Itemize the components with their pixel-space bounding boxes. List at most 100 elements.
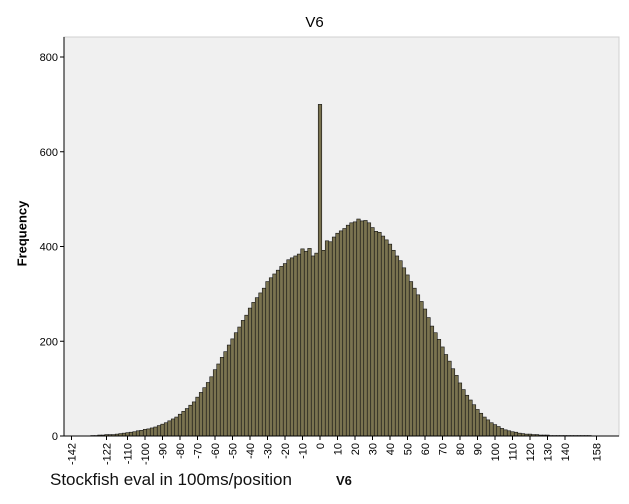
histogram-bar <box>149 427 155 437</box>
x-tick-label: 60 <box>420 443 432 455</box>
histogram-bar <box>464 394 470 437</box>
histogram-bar <box>240 320 246 437</box>
histogram-bar <box>485 419 491 437</box>
histogram-bar <box>230 338 235 437</box>
histogram-bar <box>265 281 270 437</box>
histogram-bar <box>328 241 333 437</box>
histogram-bar <box>303 250 309 437</box>
x-tick-label: 158 <box>592 443 604 461</box>
histogram-bar <box>191 401 197 437</box>
histogram-bar <box>132 431 137 437</box>
y-axis: 0 200 400 600 800 <box>40 37 65 443</box>
histogram-bar <box>454 375 459 437</box>
histogram-bar <box>219 357 225 437</box>
y-axis-label: Frequency <box>14 200 30 267</box>
x-tick-label: 120 <box>525 443 537 461</box>
histogram-bar <box>513 431 519 437</box>
histogram-bar <box>373 231 379 437</box>
histogram-bar <box>363 220 368 437</box>
histogram-bar <box>184 408 190 437</box>
histogram-bar <box>160 423 165 437</box>
histogram-bar <box>359 220 365 437</box>
histogram-bar <box>153 426 158 437</box>
x-tick-label: 80 <box>455 443 467 455</box>
histogram-bar <box>461 389 466 437</box>
histogram-bar <box>237 326 242 437</box>
histogram-bar <box>349 222 354 437</box>
histogram-bar <box>342 228 347 437</box>
x-tick-label: -90 <box>158 443 170 459</box>
histogram-bar <box>506 430 512 437</box>
histogram-bar <box>335 232 340 437</box>
histogram-bar <box>142 429 148 437</box>
histogram-bar <box>170 418 176 437</box>
histogram-bar <box>387 243 393 437</box>
histogram-bar <box>338 230 344 437</box>
x-tick-label: -122 <box>102 443 114 465</box>
histogram-bar <box>181 411 186 437</box>
histogram-bar <box>314 252 319 437</box>
histogram-bar <box>394 255 400 437</box>
histogram-bar <box>279 266 284 437</box>
histogram-bar <box>195 396 200 437</box>
histogram-bar <box>307 248 312 437</box>
x-tick-label: -110 <box>123 443 135 464</box>
histogram-bar <box>163 422 169 437</box>
histogram-bar <box>139 430 144 437</box>
histogram-bar <box>233 332 239 437</box>
histogram-bar <box>205 382 211 437</box>
histogram-bar <box>489 422 494 437</box>
histogram-bar <box>450 368 456 437</box>
x-tick-label: 130 <box>543 443 555 461</box>
histogram-bar <box>251 302 256 437</box>
histogram-bar <box>167 420 172 437</box>
histogram-bar <box>380 235 386 437</box>
histogram-bar <box>510 431 515 437</box>
chart-title: V6 <box>305 14 324 31</box>
y-tick-label: 600 <box>40 147 58 159</box>
histogram-bar <box>503 429 508 437</box>
histogram-bar <box>128 431 134 437</box>
histogram-bar <box>482 416 487 437</box>
histogram-bar <box>247 307 253 437</box>
histogram-bar <box>384 239 389 437</box>
x-tick-label: 90 <box>473 443 485 455</box>
histogram-bar <box>282 263 288 437</box>
histogram-bar <box>177 413 183 437</box>
histogram-bar <box>478 412 484 437</box>
histogram-bar <box>436 339 442 437</box>
histogram-bar <box>405 274 410 437</box>
histogram-bar <box>471 404 477 437</box>
histogram-bar <box>331 236 337 437</box>
histogram-bar <box>475 409 480 437</box>
x-tick-label: 40 <box>385 443 397 455</box>
histogram-bar <box>366 222 372 437</box>
histogram-bar <box>268 277 274 437</box>
histogram-bar <box>401 267 407 437</box>
histogram-bar <box>135 430 141 437</box>
histogram-bar <box>398 260 403 437</box>
x-tick-label: 30 <box>368 443 380 455</box>
histogram-bar <box>443 354 449 437</box>
histogram-bar <box>310 255 316 437</box>
histogram-bar <box>188 404 193 437</box>
histogram-bar <box>261 287 267 437</box>
x-tick-label: -142 <box>67 443 79 465</box>
x-tick-label: -100 <box>140 443 152 465</box>
histogram-bar <box>433 332 438 437</box>
y-tick-label: 400 <box>40 242 58 254</box>
histogram-bar <box>156 425 162 437</box>
histogram-bar <box>426 317 431 437</box>
x-tick-label: -50 <box>228 443 240 459</box>
x-tick-label: 110 <box>508 443 520 461</box>
x-tick-label: -80 <box>175 443 187 459</box>
x-axis: -142 -122 -110 -100 -90 -80 -70 -60 -50 -40 -30 -20… <box>64 435 619 465</box>
histogram-bar <box>300 248 305 437</box>
histogram-bar <box>447 360 452 437</box>
histogram-bar <box>293 255 298 437</box>
histogram-bar <box>352 221 358 437</box>
histogram-bar <box>286 259 291 437</box>
histogram-bar <box>496 426 501 437</box>
histogram-bar <box>499 428 505 437</box>
histogram-bar <box>408 281 414 437</box>
